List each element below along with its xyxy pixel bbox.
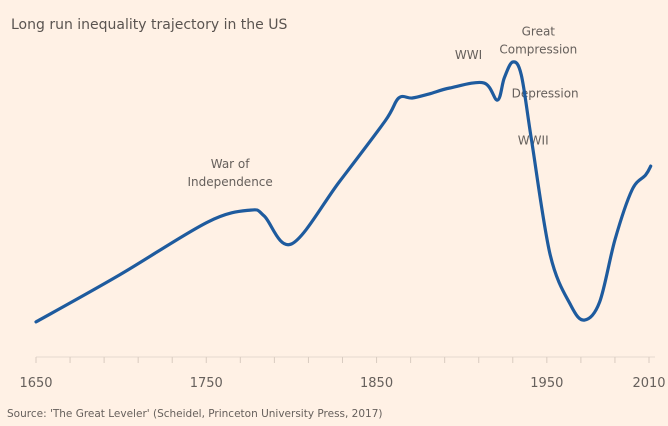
- annotation-line: Depression: [512, 86, 579, 100]
- annotation-line: Compression: [499, 42, 577, 56]
- series-group: [34, 60, 653, 324]
- x-tick-label: 1750: [190, 376, 223, 391]
- x-tick-label: 1950: [530, 376, 563, 391]
- chart-title: Long run inequality trajectory in the US: [11, 17, 288, 33]
- x-tick-label: 2010: [632, 376, 665, 391]
- annotation-label: Great Compression: [499, 24, 577, 56]
- series-line-us-inequality: [34, 60, 653, 324]
- annotation-label: War of Independence: [187, 157, 272, 189]
- x-tick-label: 1650: [19, 376, 52, 391]
- annotation-line: Great: [522, 24, 556, 38]
- annotation-label: Depression: [512, 86, 579, 100]
- annotations: War of Independence WWI Great Compression Dep…: [187, 24, 578, 189]
- annotation-line: WWI: [455, 48, 482, 62]
- annotation-line: War of: [211, 157, 251, 171]
- source-note: Source: 'The Great Leveler' (Scheidel, P…: [7, 408, 383, 420]
- x-axis: 1650 1750 1850 1950 2010: [19, 356, 666, 391]
- x-tick-label: 1850: [360, 376, 393, 391]
- annotation-line: Independence: [187, 175, 272, 189]
- annotation-label: WWI: [455, 48, 482, 62]
